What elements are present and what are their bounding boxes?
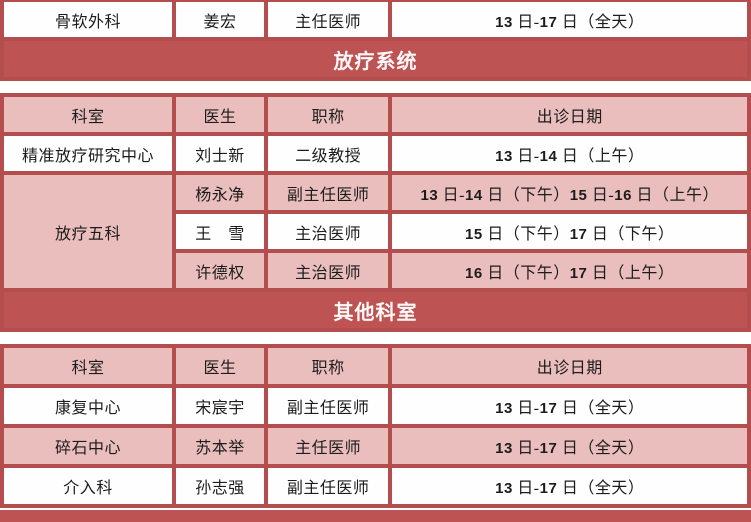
title-cell: 主任医师 [267,428,389,464]
header-dates: 出诊日期 [392,348,747,384]
dept-cell: 介入科 [4,468,173,504]
table-row: 介入科 孙志强 副主任医师 13 日-17 日（全天） [4,468,747,504]
title-cell: 主治医师 [267,214,389,249]
doctor-cell: 许德权 [176,253,264,288]
dates-cell: 13 日-17 日（全天） [392,2,747,37]
table-row: 康复中心 宋宸宇 副主任医师 13 日-17 日（全天） [4,388,747,424]
header-dates: 出诊日期 [392,97,747,132]
doctor-cell: 孙志强 [176,468,264,504]
section-banner-row: 其他科室 [4,292,747,328]
dates-cell: 16 日（下午）17 日（上午） [392,253,747,288]
header-doctor: 医生 [176,348,264,384]
header-dept: 科室 [4,348,173,384]
section-gap [0,508,751,510]
section-gap [0,332,751,344]
dept-cell: 骨软外科 [4,2,173,37]
dates-cell: 13 日-14 日（下午）15 日-16 日（上午） [392,175,747,210]
others-schedule-table: 科室 医生 职称 出诊日期 康复中心 宋宸宇 副主任医师 13 日-17 日（全… [0,344,751,508]
table-header-row: 科室 医生 职称 出诊日期 [4,348,747,384]
bottom-section-bar [0,510,751,522]
dates-cell: 13 日-14 日（上午） [392,136,747,171]
title-cell: 主治医师 [267,253,389,288]
header-doctor: 医生 [176,97,264,132]
radiotherapy-schedule-table: 科室 医生 职称 出诊日期 精准放疗研究中心 刘士新 二级教授 13 日-14 … [0,93,751,332]
doctor-cell: 宋宸宇 [176,388,264,424]
dept-cell: 精准放疗研究中心 [4,136,173,171]
doctor-cell: 苏本举 [176,428,264,464]
section-gap [0,81,751,93]
dates-cell: 13 日-17 日（全天） [392,388,747,424]
header-title: 职称 [267,348,389,384]
dates-cell: 13 日-17 日（全天） [392,468,747,504]
table-row: 放疗五科 杨永净 副主任医师 13 日-14 日（下午）15 日-16 日（上午… [4,175,747,288]
doctor-cell: 姜宏 [176,2,264,37]
doctor-cell: 王 雪 [176,214,264,249]
table-row: 许德权 主治医师 16 日（下午）17 日（上午） [4,253,747,288]
dept-cell: 康复中心 [4,388,173,424]
header-dept: 科室 [4,97,173,132]
table-header-row: 科室 医生 职称 出诊日期 [4,97,747,132]
section-banner-others: 其他科室 [4,292,747,328]
dates-cell: 15 日（下午）17 日（下午） [392,214,747,249]
title-cell: 副主任医师 [267,468,389,504]
dept-cell: 碎石中心 [4,428,173,464]
header-title: 职称 [267,97,389,132]
table-row: 王 雪 主治医师 15 日（下午）17 日（下午） [4,214,747,249]
title-cell: 副主任医师 [267,388,389,424]
top-schedule-table: 骨软外科 姜宏 主任医师 13 日-17 日（全天） 放疗系统 [0,0,751,81]
title-cell: 副主任医师 [267,175,389,210]
table-row: 骨软外科 姜宏 主任医师 13 日-17 日（全天） [4,2,747,37]
section-banner-radiotherapy: 放疗系统 [4,41,747,77]
table-row: 精准放疗研究中心 刘士新 二级教授 13 日-14 日（上午） [4,136,747,171]
section-banner-row: 放疗系统 [4,41,747,77]
dates-cell: 13 日-17 日（全天） [392,428,747,464]
table-row: 碎石中心 苏本举 主任医师 13 日-17 日（全天） [4,428,747,464]
doctor-cell: 杨永净 [176,175,264,210]
title-cell: 二级教授 [267,136,389,171]
doctor-cell: 刘士新 [176,136,264,171]
title-cell: 主任医师 [267,2,389,37]
dept-cell-rowspan: 放疗五科 [4,175,173,288]
